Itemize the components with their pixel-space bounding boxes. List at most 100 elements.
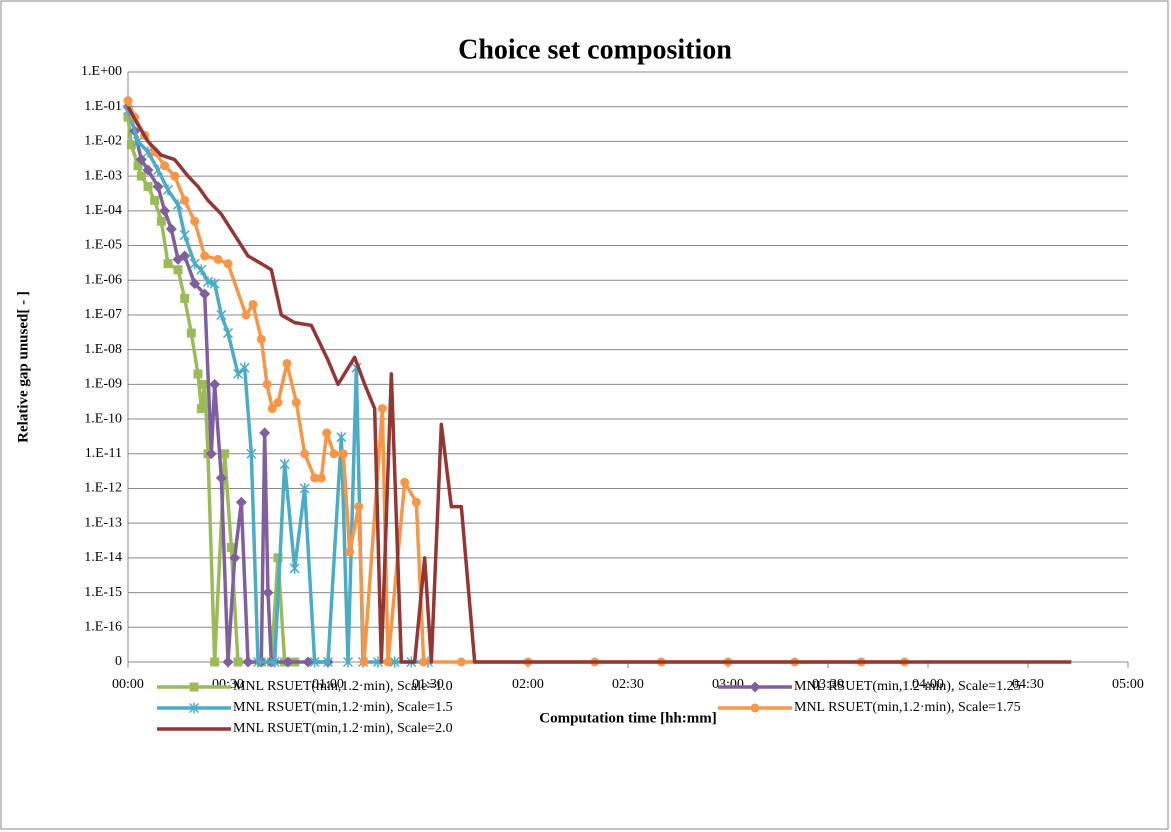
- data-point: [143, 182, 153, 192]
- y-axis-label: Relative gap unused[ - ]: [15, 291, 31, 443]
- data-point: [133, 161, 143, 171]
- data-point: [338, 449, 348, 459]
- data-point: [273, 397, 283, 407]
- data-point: [196, 264, 207, 276]
- x-tick-label: 02:00: [512, 677, 544, 692]
- data-point: [162, 184, 174, 196]
- y-tick-label: 1.E-07: [84, 307, 122, 322]
- data-point: [345, 547, 355, 557]
- data-point: [199, 288, 211, 300]
- data-point: [309, 656, 320, 668]
- data-point: [136, 171, 146, 181]
- data-point: [159, 205, 171, 217]
- y-tick-label: 1.E+00: [81, 64, 122, 79]
- data-point: [163, 259, 173, 269]
- x-tick-label: 01:00: [312, 677, 344, 692]
- data-point: [196, 404, 206, 414]
- data-point: [289, 562, 300, 574]
- x-tick-label: 01:30: [412, 677, 444, 692]
- data-point: [262, 379, 272, 389]
- data-point: [299, 482, 310, 494]
- data-point: [190, 216, 200, 226]
- x-tick-label: 04:30: [1012, 677, 1044, 692]
- y-tick-label: 1.E-13: [84, 515, 122, 530]
- data-point: [215, 472, 227, 484]
- data-point: [180, 195, 190, 205]
- data-point: [246, 448, 257, 460]
- data-point: [152, 181, 164, 193]
- y-tick-label: 1.E-06: [84, 272, 122, 287]
- data-point: [322, 656, 334, 668]
- data-point: [342, 656, 354, 668]
- data-point: [170, 171, 180, 181]
- data-point: [226, 542, 236, 552]
- x-tick-label: 03:00: [712, 677, 744, 692]
- y-tick-label: 1.E-03: [84, 168, 122, 183]
- data-point: [262, 587, 274, 599]
- data-point: [316, 473, 326, 483]
- data-point: [210, 657, 220, 667]
- data-point: [282, 656, 294, 668]
- legend-label: MNL RSUET(min,1.2·min), Scale=1.25: [794, 679, 1021, 694]
- data-point: [400, 477, 410, 487]
- data-point: [411, 497, 421, 507]
- y-tick-label: 1.E-05: [84, 238, 122, 253]
- data-point: [179, 229, 190, 241]
- data-point: [336, 431, 347, 443]
- legend-marker: [188, 702, 200, 714]
- data-point: [200, 379, 210, 389]
- data-point: [220, 449, 230, 459]
- data-point: [213, 254, 223, 264]
- data-point: [222, 656, 234, 668]
- data-point: [173, 265, 183, 275]
- y-tick-label: 1.E-11: [85, 446, 122, 461]
- data-point: [239, 362, 250, 374]
- x-tick-label: 03:30: [812, 677, 844, 692]
- y-tick-label: 0: [115, 654, 122, 669]
- data-point: [209, 378, 221, 390]
- data-point: [267, 404, 277, 414]
- data-point: [193, 369, 203, 379]
- data-point: [205, 448, 217, 460]
- y-tick-label: 1.E-01: [84, 99, 122, 114]
- data-point: [123, 112, 133, 122]
- y-tick-label: 1.E-08: [84, 342, 122, 357]
- x-tick-label: 02:30: [612, 677, 644, 692]
- data-point: [389, 656, 400, 668]
- data-point: [233, 657, 243, 667]
- data-point: [282, 358, 292, 368]
- data-point: [132, 135, 144, 147]
- data-point: [202, 276, 214, 288]
- y-tick-label: 1.E-09: [84, 377, 122, 392]
- y-tick-label: 1.E-15: [84, 585, 122, 600]
- y-tick-label: 1.E-02: [84, 134, 122, 149]
- data-point: [359, 657, 369, 667]
- legend-label: MNL RSUET(min,1.2·min), Scale=2.0: [233, 721, 453, 736]
- legend-label: MNL RSUET(min,1.2·min), Scale=1.75: [794, 700, 1021, 715]
- data-point: [383, 657, 393, 667]
- data-point: [180, 293, 190, 303]
- data-point: [223, 259, 233, 269]
- data-point: [200, 251, 210, 261]
- legend-marker: [750, 703, 760, 713]
- chart-title: Choice set composition: [458, 34, 732, 65]
- data-point: [291, 397, 301, 407]
- data-point: [300, 449, 310, 459]
- data-point: [302, 656, 314, 668]
- data-point: [310, 473, 320, 483]
- data-point: [229, 552, 241, 564]
- x-tick-label: 04:00: [912, 677, 944, 692]
- data-point: [216, 309, 227, 321]
- series-line: [126, 105, 1072, 664]
- data-point: [165, 223, 177, 235]
- data-point: [209, 278, 220, 290]
- data-point: [377, 404, 387, 414]
- data-point: [419, 657, 429, 667]
- data-point: [248, 299, 258, 309]
- data-point: [156, 216, 166, 226]
- data-point: [256, 334, 266, 344]
- data-point: [269, 656, 280, 668]
- data-point: [279, 458, 290, 470]
- y-tick-label: 1.E-16: [84, 620, 122, 635]
- legend-marker: [189, 682, 199, 692]
